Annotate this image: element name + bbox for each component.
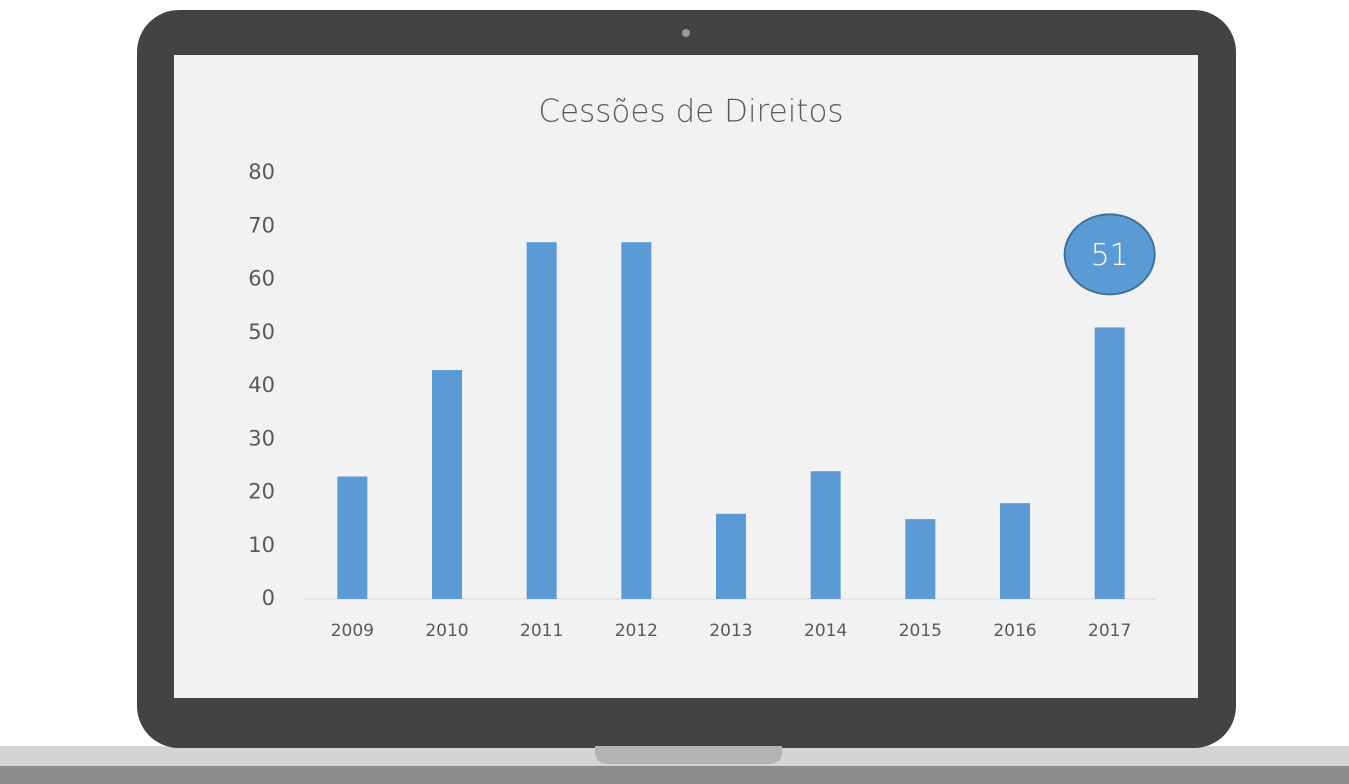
bar xyxy=(432,370,462,599)
bar xyxy=(526,242,557,599)
y-tick-label: 20 xyxy=(248,480,275,504)
y-tick-label: 40 xyxy=(248,373,275,397)
camera xyxy=(682,29,690,37)
chart-title: Cessões de Direitos xyxy=(538,94,843,130)
y-tick-label: 70 xyxy=(248,213,275,237)
y-tick-label: 80 xyxy=(248,160,275,184)
bar xyxy=(1094,327,1125,599)
x-tick-label: 2013 xyxy=(709,621,752,641)
laptop-base-edge xyxy=(0,766,1349,784)
y-tick-label: 50 xyxy=(248,320,275,344)
bar xyxy=(1000,503,1030,599)
x-tick-label: 2010 xyxy=(425,621,468,641)
data-label: 51 xyxy=(1091,238,1129,273)
bar xyxy=(621,242,652,599)
x-tick-label: 2011 xyxy=(520,621,563,641)
bar xyxy=(716,513,746,599)
laptop-notch xyxy=(595,746,782,764)
y-tick-label: 30 xyxy=(248,426,275,450)
screen xyxy=(174,55,1198,698)
x-tick-label: 2016 xyxy=(993,621,1036,641)
y-tick-label: 0 xyxy=(262,586,275,610)
x-tick-label: 2017 xyxy=(1088,621,1131,641)
x-tick-label: 2012 xyxy=(615,621,658,641)
bar xyxy=(905,519,936,599)
callout-bubble xyxy=(1063,213,1156,296)
x-tick-label: 2015 xyxy=(899,621,942,641)
y-tick-label: 60 xyxy=(248,267,275,291)
y-tick-label: 10 xyxy=(248,533,275,557)
x-tick-label: 2009 xyxy=(331,621,374,641)
bar xyxy=(810,471,841,599)
bar xyxy=(337,476,368,599)
x-tick-label: 2014 xyxy=(804,621,847,641)
